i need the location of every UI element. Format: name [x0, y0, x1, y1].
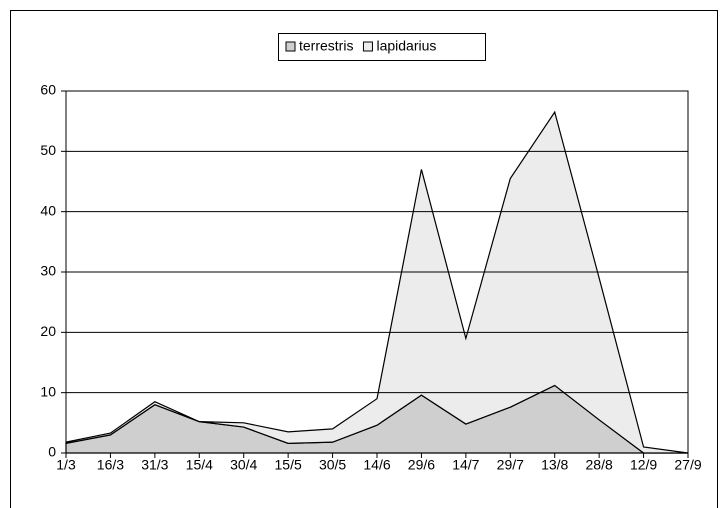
- legend-swatch: [285, 41, 296, 52]
- x-tick-label: 30/5: [319, 457, 346, 473]
- x-tick-label: 28/8: [586, 457, 613, 473]
- x-tick-label: 29/6: [408, 457, 435, 473]
- x-tick-label: 12/9: [630, 457, 657, 473]
- x-tick-label: 29/7: [497, 457, 524, 473]
- y-tick-label: 0: [48, 444, 56, 460]
- legend-swatch: [362, 41, 373, 52]
- legend-label: lapidarius: [376, 38, 436, 54]
- x-tick-label: 14/7: [452, 457, 479, 473]
- x-tick-label: 15/5: [275, 457, 302, 473]
- y-tick-label: 10: [40, 383, 56, 399]
- x-tick-label: 15/4: [186, 457, 213, 473]
- y-tick-label: 50: [40, 142, 56, 158]
- x-tick-label: 1/3: [56, 457, 76, 473]
- x-tick-label: 16/3: [97, 457, 124, 473]
- x-tick-label: 13/8: [541, 457, 568, 473]
- y-tick-label: 20: [40, 323, 56, 339]
- x-tick-label: 14/6: [363, 457, 390, 473]
- y-tick-label: 60: [40, 82, 56, 98]
- y-tick-label: 40: [40, 202, 56, 218]
- legend: [278, 33, 486, 61]
- x-tick-label: 27/9: [674, 457, 701, 473]
- x-tick-label: 30/4: [230, 457, 257, 473]
- x-tick-label: 31/3: [141, 457, 168, 473]
- y-tick-label: 30: [40, 263, 56, 279]
- legend-label: terrestris: [299, 38, 353, 54]
